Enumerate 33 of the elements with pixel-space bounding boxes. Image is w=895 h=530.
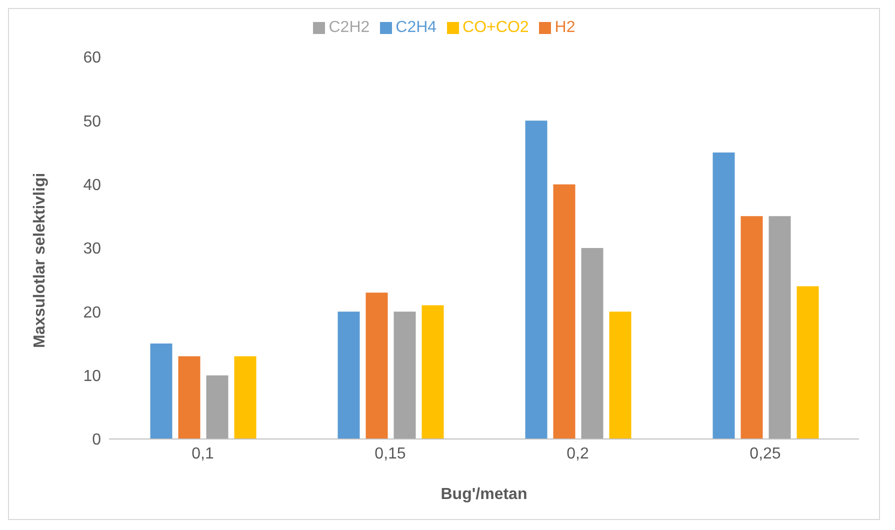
bar: [150, 344, 172, 439]
x-axis-title: Bug'/metan: [440, 486, 528, 503]
x-tick-label: 0,1: [192, 445, 214, 462]
bar: [422, 305, 444, 439]
y-tick-label: 50: [83, 113, 102, 130]
bar: [206, 375, 228, 439]
y-tick-label: 60: [83, 50, 102, 67]
bar: [525, 120, 548, 439]
bar: [234, 356, 256, 439]
y-tick-label: 40: [83, 177, 102, 194]
legend-label: H2: [554, 19, 576, 36]
y-axis-title: Maxsulotlar selektivligi: [32, 172, 49, 348]
bar: [338, 312, 360, 439]
bar: [394, 312, 416, 439]
y-tick-label: 30: [83, 240, 102, 258]
bar: [553, 184, 576, 439]
legend-label: CO+CO2: [462, 19, 529, 36]
bar: [609, 312, 632, 439]
bar: [740, 216, 763, 439]
bar: [712, 152, 735, 439]
y-tick-label: 0: [92, 432, 102, 449]
y-tick-label: 10: [83, 368, 102, 386]
bar: [768, 216, 791, 439]
x-tick-label: 0,25: [750, 445, 781, 462]
bar: [366, 292, 388, 439]
x-tick-label: 0,2: [566, 445, 589, 462]
y-tick-label: 20: [83, 304, 102, 322]
bar: [178, 356, 200, 439]
legend-label: C2H2: [328, 19, 370, 36]
bar: [796, 286, 819, 439]
legend-label: C2H4: [396, 19, 437, 36]
bar: [581, 248, 604, 439]
x-tick-label: 0,15: [374, 445, 406, 462]
